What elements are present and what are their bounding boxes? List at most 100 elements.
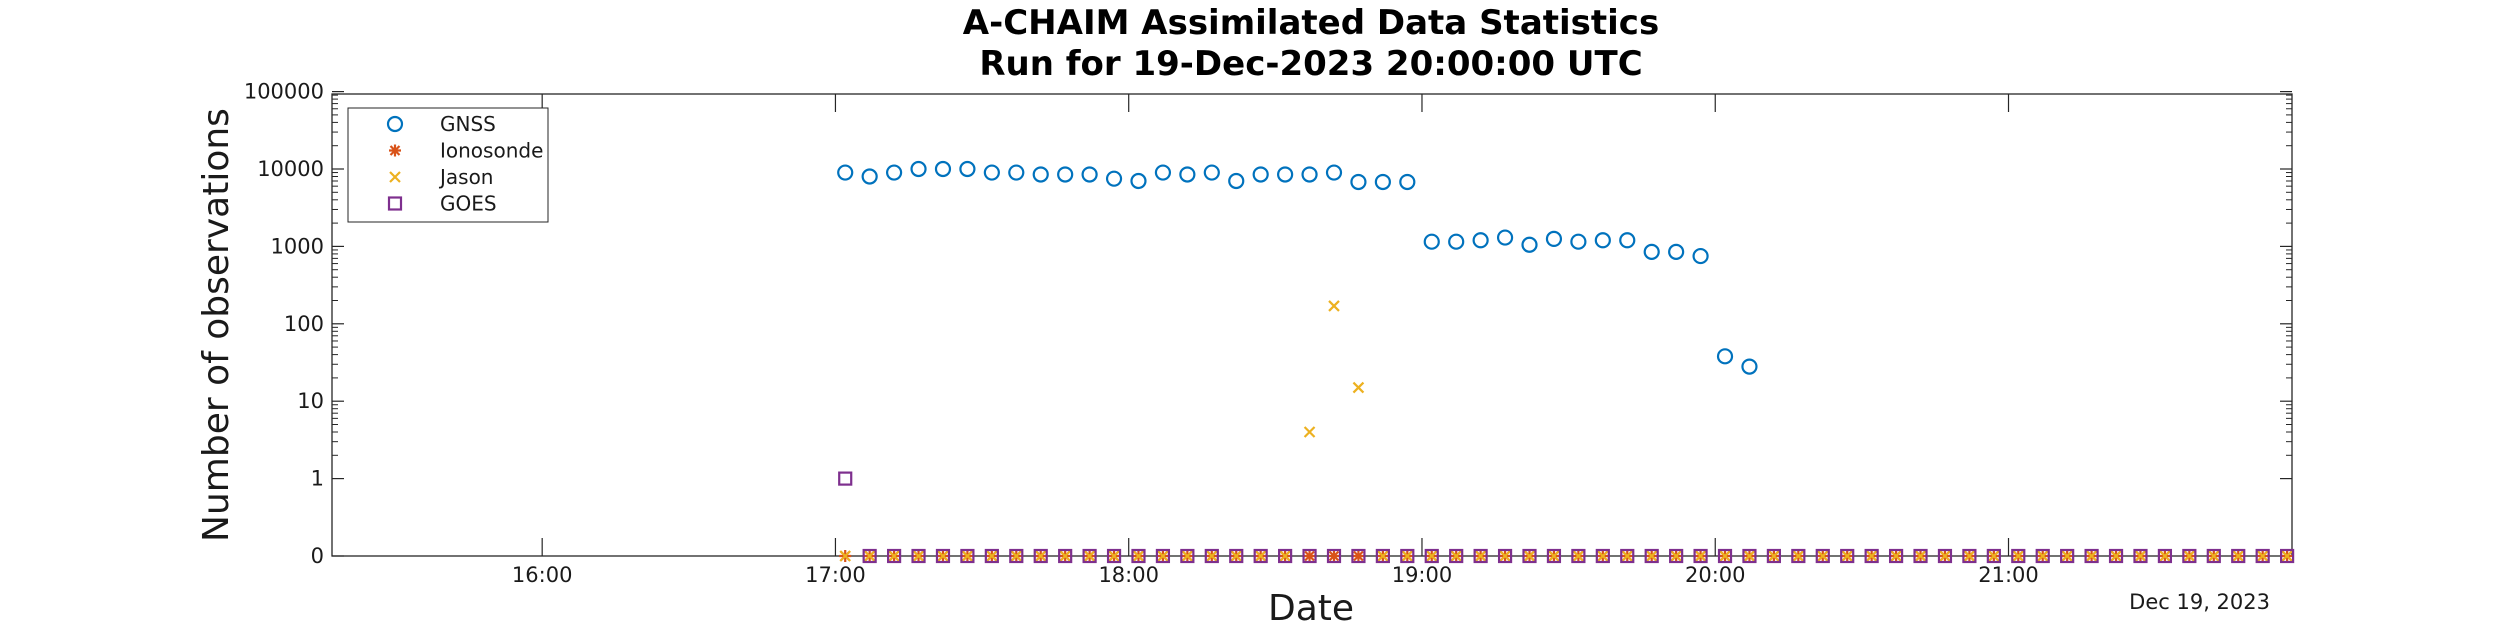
gnss-point — [1130, 172, 1147, 190]
jason-point — [2134, 550, 2147, 562]
jason-point — [1132, 550, 1145, 562]
goes-point — [1766, 548, 1781, 564]
x-tick-label: 18:00 — [1098, 563, 1159, 587]
jason-point — [1719, 550, 1731, 562]
gnss-point — [1448, 233, 1465, 250]
legend-label-ionosonde: Ionosonde — [440, 139, 543, 163]
gnss-point — [1643, 243, 1660, 260]
gnss-point — [1105, 170, 1123, 187]
gnss-point — [983, 164, 1000, 181]
gnss-point — [1154, 164, 1172, 181]
goes-point — [1546, 548, 1562, 564]
data-markers — [837, 160, 2295, 564]
jason-point — [2012, 550, 2025, 562]
legend-label-goes: GOES — [440, 192, 497, 216]
jason-point — [1377, 550, 1389, 562]
jason-point — [1181, 550, 1194, 562]
goes-point — [1717, 548, 1733, 564]
jason-point — [2281, 550, 2293, 562]
jason-point — [912, 550, 925, 562]
gnss-point — [1496, 229, 1514, 246]
jason-point — [1597, 550, 1609, 562]
goes-point — [1595, 548, 1610, 564]
x-tick-label: 21:00 — [1978, 563, 2039, 587]
ionosonde-point — [1352, 550, 1365, 562]
goes-point — [984, 548, 999, 564]
jason-point — [1401, 550, 1414, 562]
goes-point — [1424, 548, 1439, 564]
gnss-point — [910, 160, 927, 178]
gnss-point — [1277, 166, 1294, 183]
jason-point — [1963, 550, 1976, 562]
gnss-point — [885, 164, 903, 181]
gnss-point — [1203, 164, 1220, 181]
series-goes — [838, 471, 2295, 564]
jason-point — [2159, 550, 2171, 562]
goes-point — [1180, 548, 1195, 564]
jason-point — [1328, 300, 1340, 312]
goes-point — [1742, 548, 1757, 564]
jason-point — [1792, 550, 1805, 562]
jason-point — [1279, 550, 1291, 562]
goes-point — [1253, 548, 1268, 564]
gnss-point — [1545, 230, 1563, 247]
series-gnss — [837, 160, 1758, 375]
jason-point — [986, 550, 998, 562]
date-annotation: Dec 19, 2023 — [2129, 590, 2270, 614]
jason-point — [888, 550, 900, 562]
legend-marker-goes — [387, 196, 403, 211]
legend-label-gnss: GNSS — [440, 112, 496, 136]
plot-frame — [331, 93, 2293, 557]
goes-point — [1351, 548, 1366, 564]
gnss-point — [1594, 232, 1611, 249]
legend-marker-ionosonde — [389, 144, 401, 157]
jason-point — [1425, 550, 1438, 562]
goes-point — [1522, 548, 1537, 564]
jason-point — [1059, 550, 1071, 562]
goes-point — [1620, 548, 1635, 564]
jason-point — [1206, 550, 1218, 562]
legend-box — [347, 107, 549, 223]
y-tick-label: 100000 — [244, 80, 324, 104]
goes-point — [1693, 548, 1708, 564]
y-tick-label: 1000 — [271, 234, 324, 258]
jason-point — [1768, 550, 1780, 562]
y-tick-label: 10000 — [257, 157, 324, 181]
jason-point — [1034, 550, 1047, 562]
goes-point — [1375, 548, 1390, 564]
goes-point — [2182, 548, 2197, 564]
gnss-point — [1521, 236, 1538, 253]
goes-point — [1155, 548, 1171, 564]
gnss-point — [959, 160, 976, 178]
gnss-point — [1374, 173, 1391, 191]
x-tick-label: 16:00 — [512, 563, 573, 587]
goes-point — [2133, 548, 2148, 564]
gnss-point — [1081, 166, 1098, 183]
goes-point — [1449, 548, 1464, 564]
gnss-point — [1668, 243, 1685, 260]
jason-point — [2183, 550, 2196, 562]
goes-point — [1033, 548, 1048, 564]
jason-point — [1939, 550, 1951, 562]
goes-point — [1864, 548, 1879, 564]
goes-point — [1937, 548, 1953, 564]
jason-point — [1890, 550, 1902, 562]
gnss-point — [1619, 232, 1636, 249]
jason-point — [1816, 550, 1829, 562]
goes-point — [1058, 548, 1073, 564]
goes-point — [1644, 548, 1659, 564]
jason-point — [1499, 550, 1511, 562]
gnss-point — [1008, 164, 1025, 181]
jason-point — [1743, 550, 1756, 562]
goes-point — [935, 548, 951, 564]
series-jason — [839, 300, 2293, 562]
gnss-point — [1570, 233, 1587, 250]
chart-subtitle: Run for 19-Dec-2023 20:00:00 UTC — [979, 44, 1642, 84]
goes-point — [1571, 548, 1586, 564]
jason-point — [1645, 550, 1658, 562]
goes-point — [1888, 548, 1904, 564]
y-axis: 0 1 10 100 1000 10000 100000 — [244, 80, 2292, 568]
jason-point — [1670, 550, 1682, 562]
gnss-point — [1179, 166, 1196, 183]
